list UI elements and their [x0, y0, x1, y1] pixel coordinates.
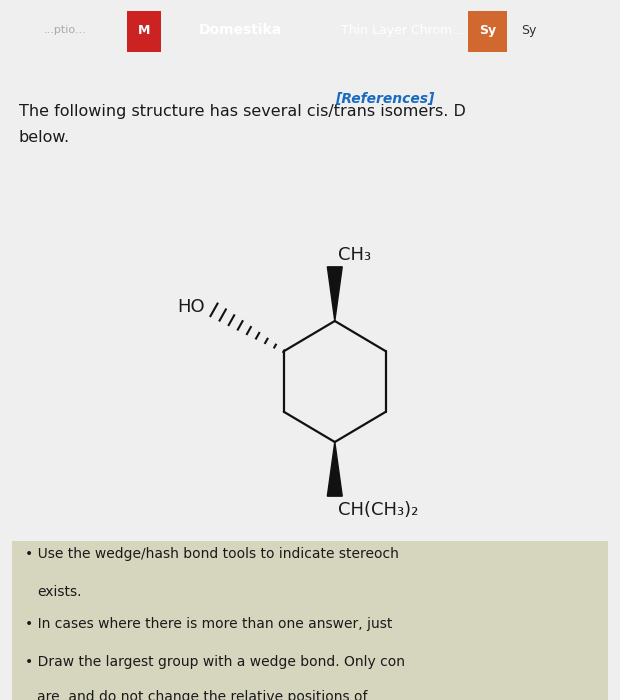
Text: HO: HO — [177, 298, 205, 316]
Text: Domestika: Domestika — [198, 23, 281, 37]
Bar — [12, 540, 608, 700]
Bar — [127, 10, 161, 52]
Text: • Draw the largest group with a wedge bond. Only con: • Draw the largest group with a wedge bo… — [25, 655, 405, 669]
Text: Sy: Sy — [521, 24, 536, 36]
Text: are  and do not change the relative positions of: are and do not change the relative posit… — [37, 690, 368, 700]
Text: • In cases where there is more than one answer, just: • In cases where there is more than one … — [25, 617, 392, 631]
Text: The following structure has several cis/trans isomers. D: The following structure has several cis/… — [19, 104, 466, 120]
Text: Thin Layer Chrom...: Thin Layer Chrom... — [341, 24, 464, 36]
Text: CH(CH₃)₂: CH(CH₃)₂ — [338, 501, 419, 519]
Text: ...ptio...: ...ptio... — [43, 25, 86, 35]
Text: M: M — [138, 24, 150, 36]
Text: • Use the wedge/hash bond tools to indicate stereoch: • Use the wedge/hash bond tools to indic… — [25, 547, 399, 561]
Polygon shape — [327, 442, 342, 496]
Text: [References]: [References] — [335, 92, 434, 106]
Text: below.: below. — [19, 130, 69, 145]
Text: Sy: Sy — [479, 24, 496, 36]
Polygon shape — [327, 267, 342, 321]
Text: CH₃: CH₃ — [338, 246, 371, 264]
Text: exists.: exists. — [37, 585, 82, 599]
Bar — [468, 10, 507, 52]
